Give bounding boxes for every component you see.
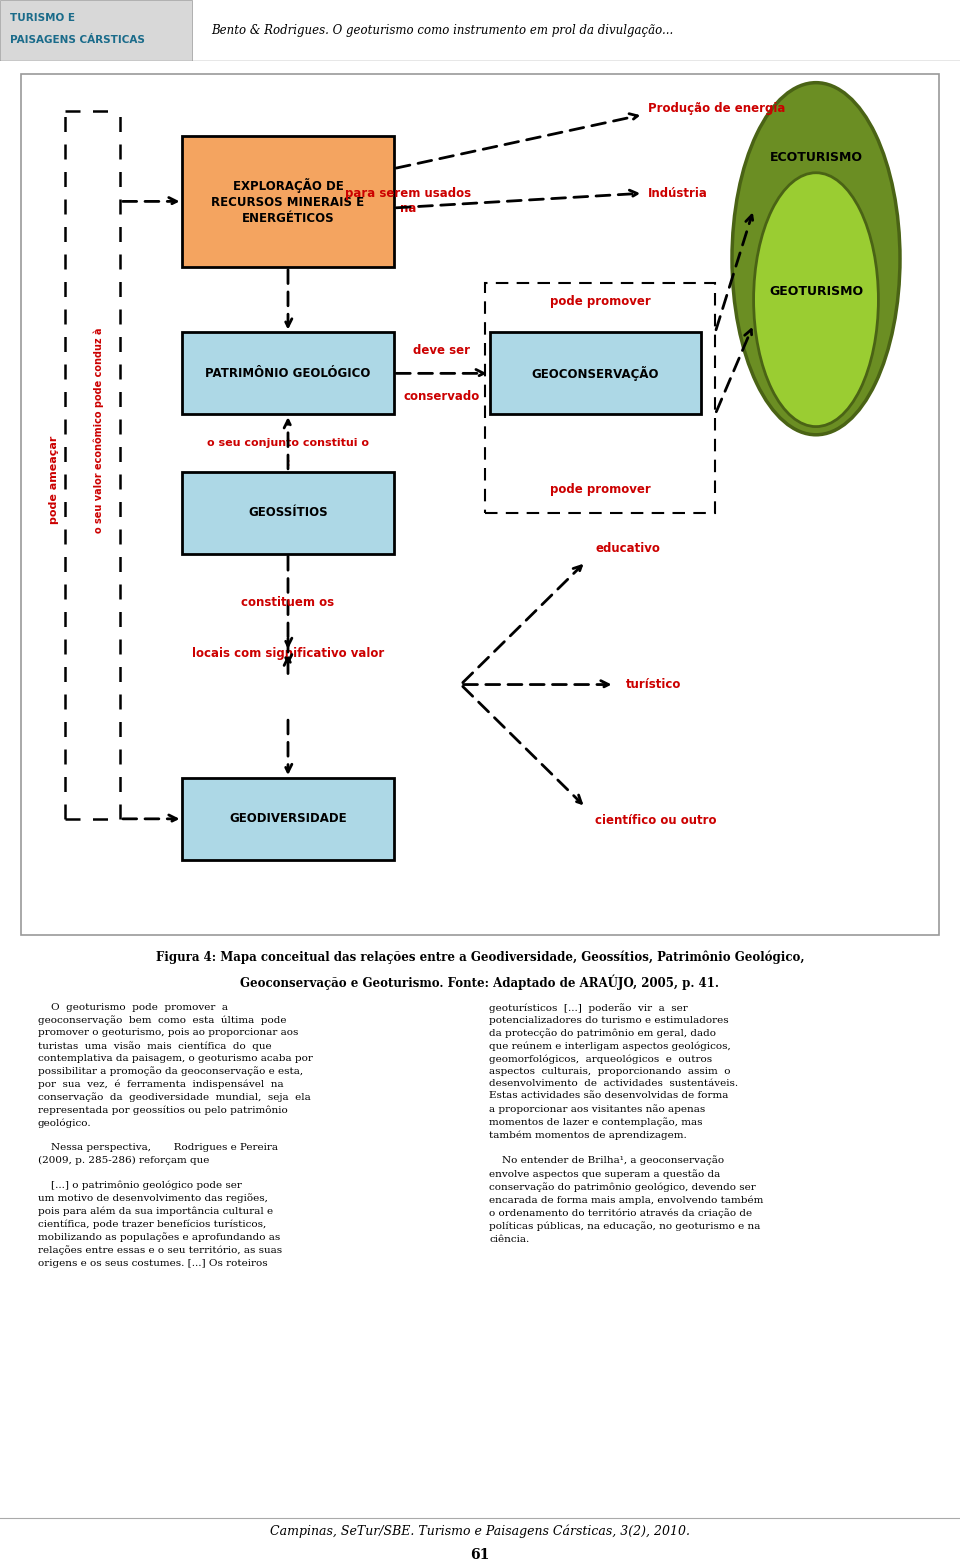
Text: pode promover: pode promover <box>550 296 650 308</box>
Text: conservado: conservado <box>403 389 480 404</box>
Text: O  geoturismo  pode  promover  a
geoconservação  bem  como  esta  última  pode
p: O geoturismo pode promover a geoconserva… <box>37 1003 313 1267</box>
Text: Geoconservação e Geoturismo. Fonte: Adaptado de ARAÚJO, 2005, p. 41.: Geoconservação e Geoturismo. Fonte: Adap… <box>241 974 719 990</box>
Text: o seu valor econômico pode conduz à: o seu valor econômico pode conduz à <box>94 328 104 533</box>
Text: PATRIMÔNIO GEOLÓGICO: PATRIMÔNIO GEOLÓGICO <box>205 368 371 380</box>
Text: ECOTURISMO: ECOTURISMO <box>770 150 862 164</box>
Ellipse shape <box>732 83 900 435</box>
Text: 61: 61 <box>470 1548 490 1562</box>
Ellipse shape <box>754 172 878 427</box>
Text: constituem os: constituem os <box>241 596 335 608</box>
Text: pode ameaçar: pode ameaçar <box>49 436 59 524</box>
Text: locais com significativo valor: locais com significativo valor <box>192 647 384 660</box>
Text: :: : <box>286 458 290 468</box>
Bar <box>182 777 394 860</box>
Text: científico ou outro: científico ou outro <box>595 813 717 827</box>
Text: deve ser: deve ser <box>413 344 470 357</box>
Text: pode promover: pode promover <box>550 483 650 496</box>
Text: GEOSSÍTIOS: GEOSSÍTIOS <box>249 507 327 519</box>
FancyBboxPatch shape <box>0 0 192 61</box>
Text: TURISMO E: TURISMO E <box>10 14 75 23</box>
Text: o seu conjunto constitui o: o seu conjunto constitui o <box>207 438 369 447</box>
Text: Bento & Rodrigues. O geoturismo como instrumento em prol da divulgação...: Bento & Rodrigues. O geoturismo como ins… <box>211 23 674 38</box>
Bar <box>182 136 394 267</box>
Text: GEOCONSERVAÇÃO: GEOCONSERVAÇÃO <box>532 366 659 382</box>
Bar <box>485 283 715 513</box>
Text: GEODIVERSIDADE: GEODIVERSIDADE <box>229 812 347 826</box>
Text: PAISAGENS CÁRSTICAS: PAISAGENS CÁRSTICAS <box>10 36 144 45</box>
Bar <box>182 472 394 554</box>
Text: Indústria: Indústria <box>648 186 708 200</box>
Text: geoturísticos  [...]  poderão  vir  a  ser
potencializadores do turismo e estimu: geoturísticos [...] poderão vir a ser po… <box>489 1003 763 1243</box>
Text: Campinas, SeTur/SBE. Turismo e Paisagens Cársticas, 3(2), 2010.: Campinas, SeTur/SBE. Turismo e Paisagens… <box>270 1525 690 1539</box>
Text: GEOTURISMO: GEOTURISMO <box>769 285 863 299</box>
Bar <box>490 333 701 414</box>
Text: Produção de energia: Produção de energia <box>648 102 785 114</box>
Text: EXPLORAÇÃO DE
RECURSOS MINERAIS E
ENERGÉTICOS: EXPLORAÇÃO DE RECURSOS MINERAIS E ENERGÉ… <box>211 178 365 225</box>
Text: turístico: turístico <box>626 679 682 691</box>
Text: educativo: educativo <box>595 543 660 555</box>
Text: Figura 4: Mapa conceitual das relações entre a Geodiversidade, Geossítios, Patri: Figura 4: Mapa conceitual das relações e… <box>156 951 804 965</box>
Bar <box>182 333 394 414</box>
Text: para serem usados
na: para serem usados na <box>345 188 471 216</box>
